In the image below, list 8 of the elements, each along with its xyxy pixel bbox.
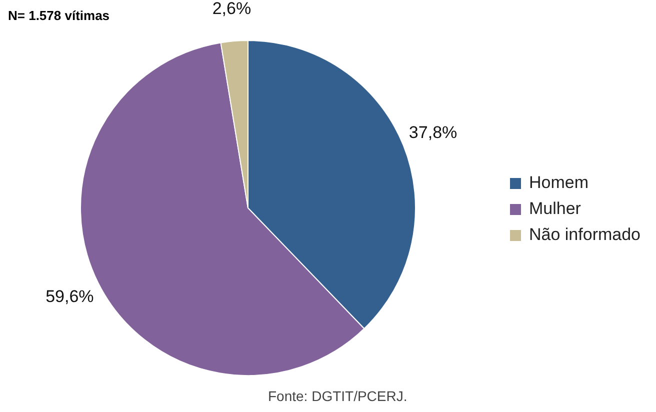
legend-label: Não informado (529, 225, 641, 245)
data-label: 2,6% (212, 0, 252, 18)
data-label: 59,6% (46, 287, 94, 306)
source-note: Fonte: DGTIT/PCERJ. (268, 388, 408, 404)
legend-label: Homem (529, 173, 589, 193)
data-label: 37,8% (408, 123, 458, 142)
text: N= 1.578 vítimas (8, 8, 110, 23)
legend-label: Mulher (529, 199, 581, 219)
